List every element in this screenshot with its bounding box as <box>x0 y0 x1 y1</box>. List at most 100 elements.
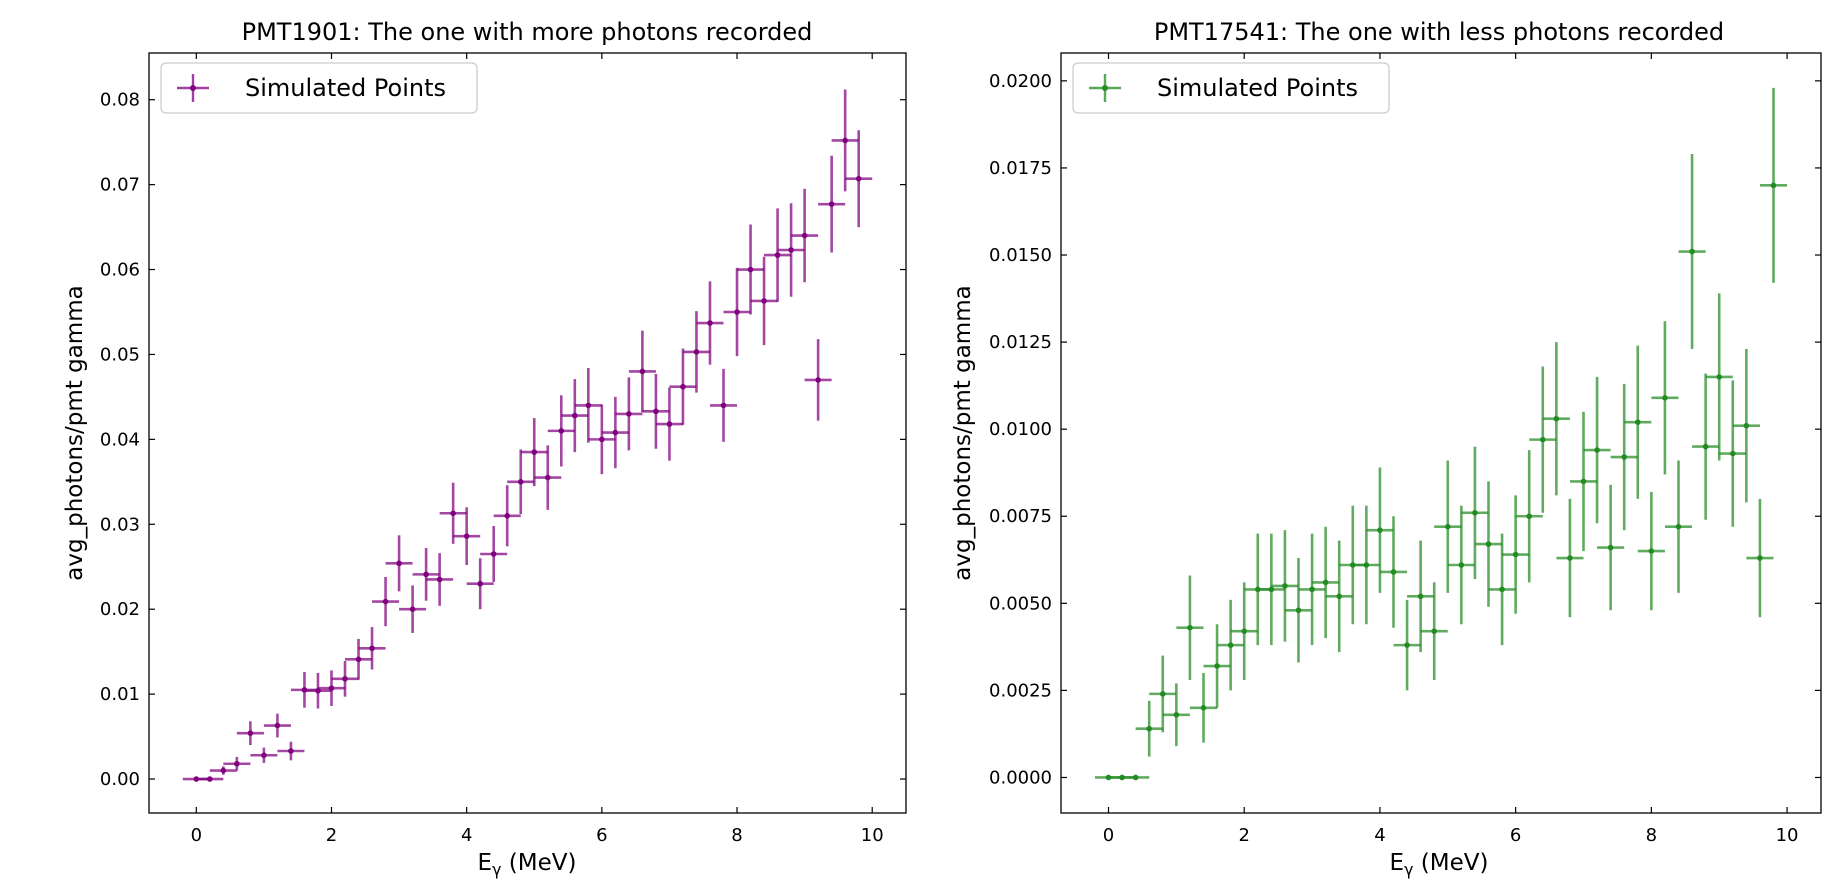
data-point <box>250 747 278 763</box>
data-point <box>682 311 710 393</box>
point-marker <box>274 722 281 729</box>
point-marker <box>1404 642 1410 648</box>
y-tick-label: 0.0075 <box>989 506 1052 527</box>
x-tick-label: 4 <box>461 825 472 846</box>
y-tick-label: 0.0000 <box>989 767 1052 788</box>
x-axis-label: Eγ (MeV) <box>477 850 576 879</box>
point-marker <box>1132 774 1139 781</box>
point-marker <box>585 402 592 409</box>
point-marker <box>1322 579 1329 586</box>
x-tick-label: 8 <box>1646 825 1657 846</box>
data-point <box>1298 533 1326 646</box>
data-point <box>507 449 535 515</box>
point-marker <box>409 606 416 613</box>
data-point <box>1502 495 1530 614</box>
point-marker <box>1349 562 1356 568</box>
y-tick-label: 0.07 <box>100 175 140 196</box>
data-point <box>547 395 575 467</box>
point-marker <box>572 412 578 419</box>
data-point <box>709 368 738 442</box>
data-point <box>1610 383 1638 531</box>
data-point <box>480 525 508 583</box>
legend: Simulated Points <box>1072 62 1390 114</box>
point-marker <box>207 776 213 782</box>
x-tick-label: 6 <box>1510 825 1521 846</box>
point-marker <box>1119 774 1125 781</box>
x-tick-label: 4 <box>1374 825 1385 846</box>
y-tick-label: 0.01 <box>100 684 140 705</box>
point-marker <box>599 436 605 443</box>
point-marker <box>680 383 686 390</box>
point-marker <box>288 748 294 754</box>
data-point <box>1366 467 1394 593</box>
point-marker <box>1309 586 1315 593</box>
data-point <box>1624 345 1652 499</box>
data-point <box>1325 540 1353 653</box>
data-point <box>466 558 494 610</box>
data-point <box>696 281 724 365</box>
point-marker <box>1634 419 1641 426</box>
data-point <box>1284 558 1313 663</box>
data-point <box>331 661 359 697</box>
axis-ticks: 0 2 4 6 8 10 0.00 0.01 0.02 0.03 0.04 0.05 0.06 0.07 0… <box>100 53 906 846</box>
data-point <box>750 256 778 346</box>
point-marker <box>1648 548 1655 554</box>
point-marker <box>801 232 808 239</box>
point-marker <box>666 421 673 427</box>
point-marker <box>612 429 619 436</box>
x-axis-label-sub: γ <box>1404 860 1413 879</box>
point-marker <box>626 411 632 417</box>
point-marker <box>1580 478 1587 485</box>
data-point <box>534 445 562 510</box>
point-marker <box>369 645 375 652</box>
data-point <box>1692 373 1720 520</box>
point-marker <box>1472 509 1478 516</box>
point-marker <box>544 474 551 481</box>
data-point <box>1664 460 1693 593</box>
point-marker <box>1662 395 1668 401</box>
point-marker <box>639 368 646 375</box>
point-marker <box>1689 248 1695 255</box>
point-marker <box>1187 624 1193 631</box>
y-tick-label: 0.0025 <box>989 680 1052 701</box>
x-axis-label-unit: (MeV) <box>1414 850 1489 876</box>
point-marker <box>1716 374 1723 380</box>
point-marker <box>1254 586 1261 593</box>
point-marker <box>828 201 835 207</box>
data-point <box>1352 505 1380 625</box>
legend: Simulated Points <box>160 62 478 114</box>
data-point <box>1556 498 1584 618</box>
data-point <box>628 330 656 413</box>
y-axis-label: avg_photons/pmt gamma <box>62 285 88 580</box>
point-marker <box>774 252 781 258</box>
x-axis-label-main: E <box>477 850 492 876</box>
point-marker <box>490 551 497 557</box>
point-marker <box>1417 593 1424 600</box>
point-marker <box>423 571 429 578</box>
point-marker <box>1295 607 1302 614</box>
x-axis-label-main: E <box>1389 850 1404 876</box>
point-marker <box>517 479 524 485</box>
point-marker <box>788 247 794 253</box>
data-point <box>1434 460 1462 593</box>
point-marker <box>1567 555 1573 561</box>
data-point <box>764 208 792 302</box>
data-point <box>1759 87 1788 283</box>
point-marker <box>855 175 862 182</box>
data-point <box>1515 450 1543 583</box>
point-marker <box>1770 182 1777 189</box>
point-marker <box>328 685 335 691</box>
data-point <box>209 766 237 775</box>
legend-box <box>160 62 478 114</box>
point-marker <box>477 580 483 587</box>
point-marker <box>720 402 727 409</box>
x-axis-label: Eγ (MeV) <box>1389 850 1488 879</box>
data-point <box>372 576 400 627</box>
point-marker <box>247 730 254 736</box>
point-marker <box>1214 663 1220 669</box>
x-tick-label: 2 <box>326 825 337 846</box>
data-point <box>1312 526 1340 639</box>
data-point <box>1583 376 1611 524</box>
point-marker <box>747 266 754 273</box>
